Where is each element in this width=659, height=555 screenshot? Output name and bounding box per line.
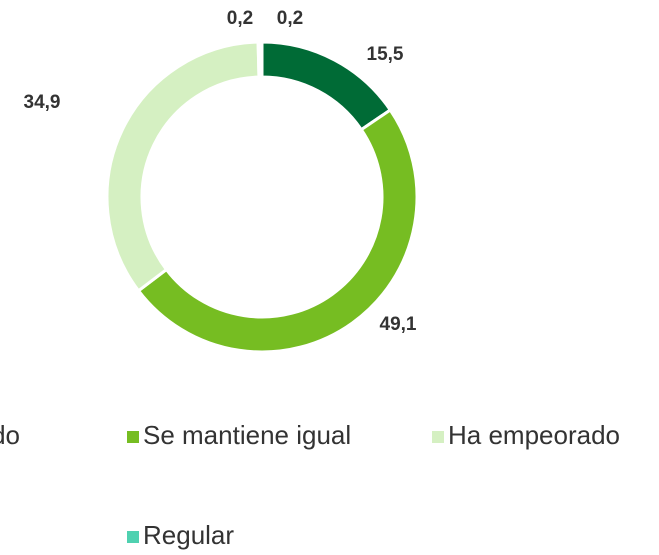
legend-label: do [0, 420, 20, 450]
legend-marker [127, 531, 139, 543]
legend-label: Ha empeorado [448, 420, 620, 450]
legend-label: Se mantiene igual [143, 420, 351, 450]
value-label: 15,5 [367, 44, 404, 65]
legend-marker [127, 431, 139, 443]
donut-slice [105, 40, 261, 293]
value-label: 0,2 [277, 8, 303, 29]
legend-marker [432, 431, 444, 443]
legend-label: Regular [143, 520, 234, 550]
donut-slice [136, 107, 419, 354]
donut-slice [258, 40, 264, 79]
value-label: 0,2 [227, 8, 253, 29]
value-label: 49,1 [380, 314, 417, 335]
value-label: 34,9 [24, 92, 61, 113]
